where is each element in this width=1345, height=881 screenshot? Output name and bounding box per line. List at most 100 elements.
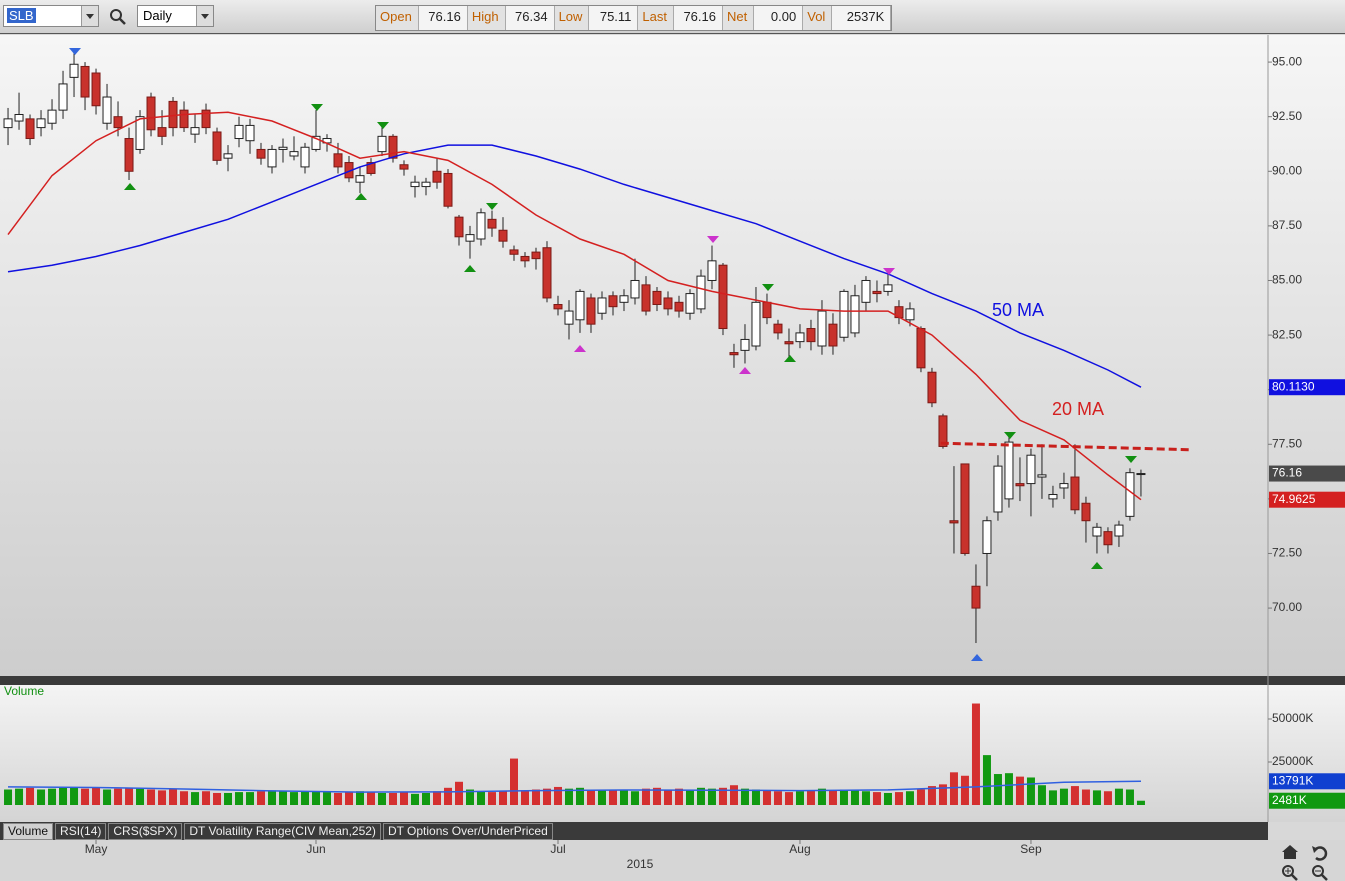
volume-bar bbox=[982, 755, 991, 805]
indicator-tab[interactable]: Volume bbox=[3, 823, 54, 840]
toolbar: SLB Daily Open 76.16 High 76.34 Low 75.11 Last… bbox=[0, 0, 1345, 34]
volume-bar bbox=[751, 789, 760, 805]
volume-bar bbox=[1136, 800, 1145, 805]
volume-bar bbox=[630, 791, 639, 805]
volume-bar bbox=[191, 792, 200, 805]
candle-body bbox=[1070, 476, 1080, 511]
undo-icon[interactable] bbox=[1312, 846, 1328, 861]
period: Daily bbox=[143, 8, 172, 23]
candle-body bbox=[553, 304, 563, 310]
quote-bar: Open 76.16 High 76.34 Low 75.11 Last 76.16 Net 0.… bbox=[375, 5, 893, 31]
candle-body bbox=[454, 216, 464, 238]
pivot-marker bbox=[739, 367, 751, 374]
candle-body bbox=[1125, 472, 1135, 517]
zoom-out-icon[interactable] bbox=[1312, 865, 1328, 881]
y-tick-label: 90.00 bbox=[1272, 163, 1302, 177]
volume-bar bbox=[839, 789, 848, 805]
volume-bar bbox=[466, 789, 475, 805]
volume-bar bbox=[81, 788, 90, 805]
quote-value: 75.11 bbox=[588, 6, 639, 30]
indicator-tab[interactable]: DT Options Over/UnderPriced bbox=[382, 823, 553, 840]
y-tick-label: 87.50 bbox=[1272, 218, 1302, 232]
candle-body bbox=[696, 275, 706, 310]
candle-body bbox=[663, 297, 673, 310]
volume-bar bbox=[279, 791, 288, 805]
volume-ma bbox=[7, 780, 1142, 793]
candle-body bbox=[1037, 474, 1047, 478]
candle-body bbox=[1081, 502, 1091, 522]
ma-annotation: 20 MA bbox=[1052, 399, 1104, 419]
quote-value: 76.16 bbox=[673, 6, 723, 30]
candle-body bbox=[333, 153, 343, 168]
candle-body bbox=[905, 308, 915, 321]
volume-bar bbox=[1114, 788, 1123, 805]
quote-value: 76.34 bbox=[504, 6, 555, 30]
volume-bar bbox=[15, 788, 24, 805]
volume-bar bbox=[136, 788, 145, 805]
candle-body bbox=[883, 284, 893, 292]
moving-average bbox=[7, 144, 1142, 388]
candle-body bbox=[388, 135, 398, 159]
candle-body bbox=[355, 175, 365, 183]
volume-bar bbox=[663, 789, 672, 805]
last-value-label: 13791K bbox=[1272, 773, 1313, 787]
volume-title: Volume bbox=[4, 684, 44, 698]
period-dropdown[interactable] bbox=[196, 6, 213, 26]
zoom-in-icon[interactable] bbox=[1282, 865, 1298, 881]
pivot-marker bbox=[971, 654, 983, 661]
volume-bar bbox=[1048, 790, 1057, 805]
volume-bar bbox=[608, 789, 617, 805]
volume-bar bbox=[619, 790, 628, 805]
volume-bar bbox=[916, 789, 925, 805]
candle-body bbox=[1103, 531, 1113, 546]
period-select[interactable]: Daily bbox=[137, 5, 214, 27]
panel-divider bbox=[0, 676, 1345, 685]
volume-bar bbox=[597, 789, 606, 805]
candle-body bbox=[91, 72, 101, 107]
candle-body bbox=[69, 63, 79, 78]
candle-body bbox=[839, 290, 849, 338]
candle-body bbox=[718, 264, 728, 330]
candle-body bbox=[784, 341, 794, 345]
symbol-dropdown[interactable] bbox=[81, 6, 98, 26]
pivot-marker bbox=[124, 183, 136, 190]
indicator-tab[interactable]: RSI(14) bbox=[55, 823, 107, 840]
volume-bar bbox=[850, 790, 859, 805]
symbol-input[interactable]: SLB bbox=[3, 5, 99, 27]
volume-bar bbox=[26, 787, 35, 805]
candle-body bbox=[58, 83, 68, 111]
volume-bar bbox=[509, 758, 518, 805]
volume-bar bbox=[323, 792, 332, 805]
volume-bar bbox=[301, 791, 310, 805]
candle-body bbox=[707, 260, 717, 281]
indicator-tab[interactable]: CRS($SPX) bbox=[108, 823, 183, 840]
volume-bar bbox=[971, 703, 980, 805]
pivot-marker bbox=[784, 355, 796, 362]
quote-label: Vol bbox=[807, 9, 826, 24]
volume-bar bbox=[949, 772, 958, 805]
indicator-tabs: Volume RSI(14) CRS($SPX) DT Volatility Rang… bbox=[0, 822, 1268, 840]
candle-body bbox=[80, 65, 90, 98]
indicator-tab[interactable]: DT Volatility Range(CIV Mean,252) bbox=[184, 823, 381, 840]
volume-bar bbox=[520, 790, 529, 805]
quote-label: Low bbox=[558, 9, 583, 24]
candle-body bbox=[762, 301, 772, 319]
volume-bar bbox=[696, 787, 705, 805]
home-icon[interactable] bbox=[1282, 845, 1298, 859]
moving-average bbox=[7, 111, 1142, 501]
candle-body bbox=[564, 310, 574, 325]
candle-body bbox=[1059, 483, 1069, 489]
volume-bar bbox=[476, 791, 485, 805]
volume-bar bbox=[367, 792, 376, 805]
search-icon[interactable] bbox=[108, 7, 128, 27]
last-value-label: 80.1130 bbox=[1272, 379, 1315, 393]
quote-value: 0.00 bbox=[753, 6, 804, 30]
volume-bar bbox=[202, 791, 211, 805]
volume-bar bbox=[1059, 788, 1068, 805]
candle-body bbox=[685, 293, 695, 314]
candle-body bbox=[652, 290, 662, 306]
candle-body bbox=[410, 181, 420, 188]
resistance-line bbox=[940, 441, 1191, 452]
candle-body bbox=[586, 297, 596, 325]
